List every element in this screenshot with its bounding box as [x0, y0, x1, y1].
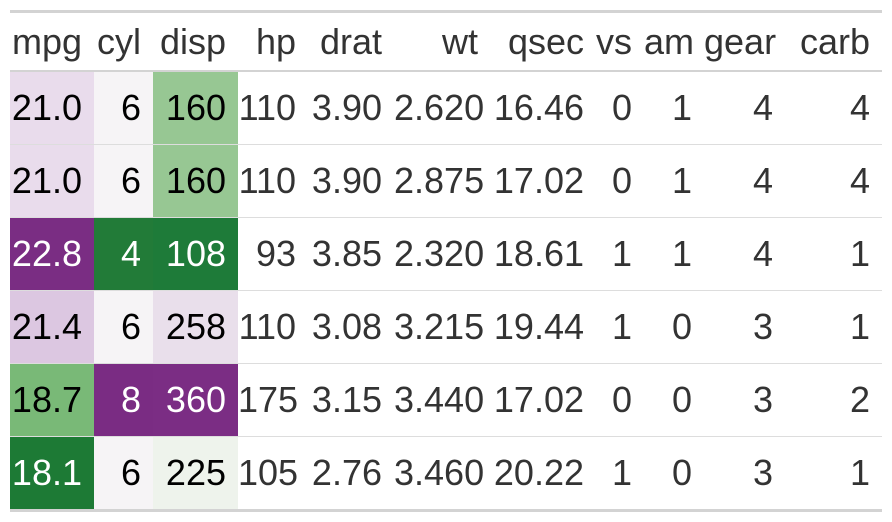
cell-qsec: 17.02: [490, 144, 596, 218]
cell-mpg: 18.1: [10, 436, 94, 511]
cell-drat: 3.85: [308, 217, 394, 291]
table-header: mpg cyl disp hp drat wt qsec vs am gear carb: [10, 11, 882, 72]
cell-am: 0: [644, 363, 704, 437]
column-header-drat: drat: [308, 11, 394, 72]
cell-drat: 3.15: [308, 363, 394, 437]
cell-vs: 1: [596, 217, 644, 291]
cell-vs: 0: [596, 71, 644, 145]
cell-am: 1: [644, 71, 704, 145]
cell-am: 1: [644, 217, 704, 291]
cell-wt: 3.440: [394, 363, 490, 437]
cell-vs: 0: [596, 144, 644, 218]
column-header-hp: hp: [238, 11, 308, 72]
table-container: mpg cyl disp hp drat wt qsec vs am gear carb 21.0 6…: [10, 10, 882, 512]
table-row: 21.0 6 160 110 3.90 2.875 17.02 0 1 4 4: [10, 144, 882, 218]
cell-mpg: 21.0: [10, 71, 94, 145]
cell-carb: 1: [849, 452, 870, 493]
cell-drat: 2.76: [311, 452, 382, 493]
cell-mpg: 21.0: [10, 144, 94, 218]
cell-carb: 4: [785, 144, 882, 218]
cell-gear: 3: [704, 290, 785, 364]
cell-hp: 110: [238, 290, 308, 364]
cell-drat: 3.90: [308, 71, 394, 145]
cell-mpg: 22.8: [10, 217, 94, 291]
column-header-wt: wt: [394, 11, 490, 72]
cell-hp: 110: [238, 144, 308, 218]
cell-drat: 3.90: [308, 144, 394, 218]
column-header-vs: vs: [596, 11, 644, 72]
column-header-qsec: qsec: [490, 11, 596, 72]
cell-cyl: 6: [94, 144, 153, 218]
column-header-mpg: mpg: [10, 11, 94, 72]
cell-am: 0: [644, 290, 704, 364]
table-row: 22.8 4 108 93 3.85 2.320 18.61 1 1 4 1: [10, 217, 882, 291]
cell-cyl: 6: [94, 290, 153, 364]
cell-hp: 175: [238, 363, 308, 437]
cell-carb: 4: [785, 71, 882, 145]
cell-wt: 2.320: [394, 217, 490, 291]
table-body: 21.0 6 160 110 3.90 2.620 16.46 0 1 4 4 21.0 6 160 110…: [10, 71, 882, 511]
header-row: mpg cyl disp hp drat wt qsec vs am gear carb: [10, 11, 882, 72]
cell-gear: 4: [704, 71, 785, 145]
cell-disp: 225: [153, 436, 238, 511]
cell-cyl: 4: [94, 217, 153, 291]
cell-cyl: 8: [94, 363, 153, 437]
cell-gear: 3: [704, 363, 785, 437]
cell-hp: 110: [238, 71, 308, 145]
cell-disp: 160: [153, 71, 238, 145]
cell-vs: 1: [611, 452, 632, 493]
cell-carb: 1: [785, 217, 882, 291]
column-header-carb: carb: [785, 11, 882, 72]
table-row: 21.4 6 258 110 3.08 3.215 19.44 1 0 3 1: [10, 290, 882, 364]
cell-am: 0: [671, 452, 692, 493]
column-header-gear: gear: [704, 11, 785, 72]
cell-qsec: 17.02: [490, 363, 596, 437]
cell-qsec: 18.61: [490, 217, 596, 291]
cell-am: 1: [644, 144, 704, 218]
cell-wt: 3.215: [394, 290, 490, 364]
cell-gear: 4: [704, 144, 785, 218]
cell-disp: 360: [153, 363, 238, 437]
cell-cyl: 6: [94, 436, 153, 511]
cell-wt: 2.875: [394, 144, 490, 218]
mtcars-data-table: mpg cyl disp hp drat wt qsec vs am gear carb 21.0 6…: [10, 10, 882, 512]
cell-qsec: 16.46: [490, 71, 596, 145]
table-row: 18.1 6 225 105 2.76 3.460 20.22 1 0 3 1: [10, 436, 882, 511]
column-header-am: am: [644, 11, 704, 72]
cell-drat: 3.08: [308, 290, 394, 364]
cell-gear: 4: [704, 217, 785, 291]
cell-vs: 0: [596, 363, 644, 437]
cell-carb: 1: [785, 290, 882, 364]
cell-cyl: 6: [94, 71, 153, 145]
cell-disp: 258: [153, 290, 238, 364]
cell-mpg: 18.7: [10, 363, 94, 437]
cell-wt: 3.460: [394, 452, 485, 493]
cell-wt: 2.620: [394, 71, 490, 145]
cell-qsec: 19.44: [490, 290, 596, 364]
cell-qsec: 20.22: [493, 452, 584, 493]
cell-hp: 105: [238, 452, 299, 493]
cell-disp: 160: [153, 144, 238, 218]
cell-gear: 3: [752, 452, 773, 493]
table-row: 21.0 6 160 110 3.90 2.620 16.46 0 1 4 4: [10, 71, 882, 145]
cell-disp: 108: [153, 217, 238, 291]
cell-vs: 1: [596, 290, 644, 364]
cell-mpg: 21.4: [10, 290, 94, 364]
column-header-cyl: cyl: [94, 11, 153, 72]
cell-carb: 2: [785, 363, 882, 437]
cell-hp: 93: [238, 217, 308, 291]
table-row: 18.7 8 360 175 3.15 3.440 17.02 0 0 3 2: [10, 363, 882, 437]
column-header-disp: disp: [153, 11, 238, 72]
